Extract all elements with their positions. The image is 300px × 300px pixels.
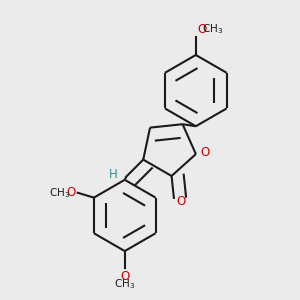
Text: CH$_3$: CH$_3$ [114,277,135,291]
Text: CH$_3$: CH$_3$ [49,186,70,200]
Text: H: H [109,168,118,181]
Text: O: O [177,195,186,208]
Text: CH$_3$: CH$_3$ [202,22,224,36]
Text: O: O [120,270,129,283]
Text: O: O [67,186,76,199]
Text: O: O [197,23,206,36]
Text: O: O [200,146,209,159]
